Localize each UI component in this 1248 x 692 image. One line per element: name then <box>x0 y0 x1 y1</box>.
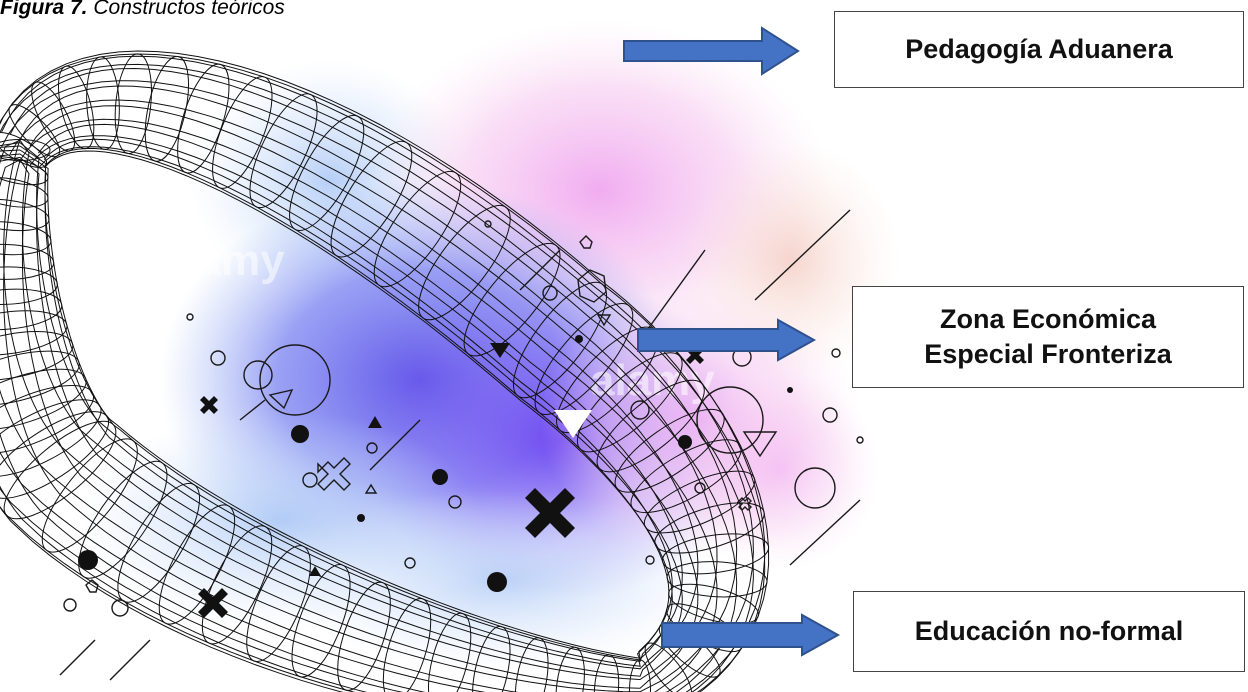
triangle-icon <box>554 410 592 438</box>
dot-icon <box>787 387 793 393</box>
arrow-right-icon <box>623 26 800 76</box>
svg-text:alamy: alamy <box>160 236 285 285</box>
mesh-line <box>19 138 673 659</box>
svg-text:alamy: alamy <box>5 580 119 624</box>
mesh-ring <box>0 266 58 305</box>
mesh-line <box>19 135 699 689</box>
construct-box-zona-economica: Zona Económica Especial Fronteriza <box>852 286 1244 388</box>
hexagon-icon <box>577 269 607 303</box>
triangle-icon <box>309 566 321 576</box>
circle-icon <box>542 285 558 301</box>
mesh-ring <box>0 384 95 454</box>
decorative-shapes <box>59 209 864 681</box>
arrow-right-icon <box>637 318 817 362</box>
circle-icon <box>831 348 841 358</box>
circle-icon <box>243 360 273 390</box>
cross-outline-icon <box>736 497 752 511</box>
triangle-icon <box>268 389 294 410</box>
triangle-icon <box>490 343 510 358</box>
circle-icon <box>63 598 77 612</box>
circle-icon <box>210 350 226 366</box>
mesh-line <box>19 146 683 677</box>
stroke-line <box>369 419 421 471</box>
construct-box-pedagogia: Pedagogía Aduanera <box>834 11 1244 88</box>
triangle-icon <box>368 416 382 428</box>
stroke-line <box>109 639 151 681</box>
stroke-line <box>59 639 96 676</box>
arrow-right-icon <box>661 613 841 657</box>
circle-icon <box>694 482 706 494</box>
wireframe-torus <box>0 50 770 692</box>
dot-icon <box>575 335 583 343</box>
circle-icon <box>822 407 838 423</box>
dot-icon <box>678 435 692 449</box>
circle-icon <box>111 599 129 617</box>
mesh-line <box>0 63 766 692</box>
dot-icon <box>357 514 365 522</box>
mesh-ring <box>0 243 55 280</box>
stroke-line <box>754 209 851 301</box>
decorative-solid-shapes <box>78 335 793 618</box>
dot-icon <box>432 469 448 485</box>
figure-caption-title: Constructos teóricos <box>93 0 285 19</box>
cross-outline-icon <box>317 457 351 491</box>
circle-icon <box>484 220 492 228</box>
mesh-line <box>0 53 770 692</box>
cross-icon <box>198 588 228 618</box>
stroke-line <box>519 249 561 291</box>
dot-icon <box>78 550 98 570</box>
cross-icon <box>525 488 575 538</box>
circle-icon <box>302 472 318 488</box>
circle-icon <box>404 557 416 569</box>
circle-icon <box>630 400 650 420</box>
mesh-line <box>3 85 718 681</box>
circle-icon <box>856 436 864 444</box>
stroke-line <box>639 249 706 341</box>
cross-icon <box>200 396 218 414</box>
triangle-icon <box>596 314 612 327</box>
triangle-icon <box>364 483 378 494</box>
circle-icon <box>696 386 764 454</box>
construct-label: Especial Fronteriza <box>924 339 1172 369</box>
mesh-line <box>0 50 766 692</box>
stroke-line <box>789 499 861 566</box>
figure-caption: Figura 7. Constructos teóricos <box>0 0 285 20</box>
triangle-icon <box>742 431 778 458</box>
construct-label: Zona Económica <box>939 303 1157 334</box>
mesh-line <box>3 118 718 692</box>
mesh-line <box>0 99 738 692</box>
hexagon-icon <box>579 235 593 249</box>
dot-icon <box>291 425 309 443</box>
mesh-line <box>0 80 754 692</box>
circle-icon <box>366 442 378 454</box>
circle-icon <box>259 344 331 416</box>
construct-box-educacion: Educación no-formal <box>853 591 1245 672</box>
mesh-line <box>0 55 754 692</box>
circle-icon <box>186 313 194 321</box>
mesh-line <box>19 123 683 662</box>
circle-icon <box>794 467 836 509</box>
hexagon-icon <box>85 579 99 593</box>
dot-icon <box>487 572 507 592</box>
mesh-line <box>19 105 699 670</box>
circle-icon <box>645 555 655 565</box>
mesh-line <box>19 150 673 667</box>
stroke-line <box>239 399 266 421</box>
construct-label: Pedagogía Aduanera <box>905 33 1173 64</box>
circle-icon <box>448 495 462 509</box>
figure-caption-label: Figura 7. <box>0 0 88 19</box>
construct-label: Educación no-formal <box>914 615 1184 646</box>
